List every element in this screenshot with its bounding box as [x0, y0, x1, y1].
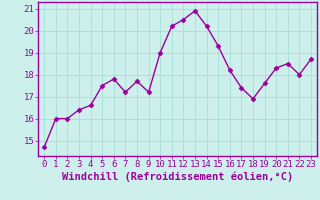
X-axis label: Windchill (Refroidissement éolien,°C): Windchill (Refroidissement éolien,°C) [62, 172, 293, 182]
